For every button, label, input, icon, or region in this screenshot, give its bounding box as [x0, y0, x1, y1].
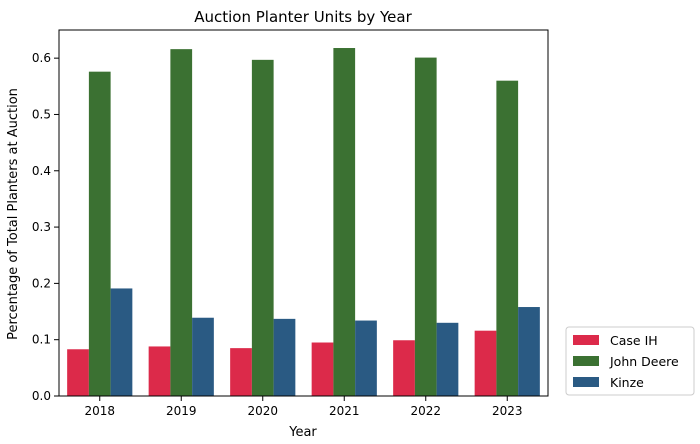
bar-kinze-2019 — [192, 317, 214, 396]
bar-john-deere-2021 — [333, 48, 356, 396]
y-tick-label: 0.3 — [32, 220, 51, 234]
legend-swatch-kinze — [573, 377, 599, 387]
y-tick-label: 0.6 — [32, 51, 51, 65]
bar-john-deere-2023 — [496, 80, 519, 396]
bar-case-ih-2019 — [148, 346, 171, 396]
bar-case-ih-2020 — [230, 348, 252, 396]
x-axis-label: Year — [288, 425, 317, 440]
bar-kinze-2018 — [110, 288, 133, 396]
y-axis-label: Percentage of Total Planters at Auction — [6, 88, 21, 340]
legend-label-kinze: Kinze — [610, 375, 644, 390]
y-axis: 0.0 0.1 0.2 0.3 0.4 0.5 0.6 — [32, 51, 59, 403]
x-tick-label: 2021 — [329, 404, 360, 418]
bar-john-deere-2020 — [251, 59, 274, 396]
bar-case-ih-2021 — [311, 342, 334, 396]
x-tick-label: 2019 — [166, 404, 197, 418]
y-tick-label: 0.1 — [32, 333, 51, 347]
bar-john-deere-2019 — [170, 49, 193, 396]
y-tick-label: 0.0 — [32, 389, 51, 403]
bar-kinze-2021 — [355, 320, 377, 396]
bar-case-ih-2023 — [474, 330, 497, 396]
chart-title: Auction Planter Units by Year — [194, 8, 412, 26]
x-axis: 2018 2019 2020 2021 2022 2023 — [84, 396, 523, 418]
legend: Case IH John Deere Kinze — [565, 326, 695, 396]
x-tick-label: 2020 — [247, 404, 278, 418]
legend-label-case-ih: Case IH — [610, 333, 658, 348]
x-tick-label: 2018 — [84, 404, 115, 418]
bar-case-ih-2018 — [67, 349, 89, 396]
legend-label-john-deere: John Deere — [609, 354, 679, 369]
bars-group — [67, 48, 540, 397]
bar-john-deere-2018 — [88, 71, 111, 396]
bar-kinze-2020 — [273, 318, 296, 396]
legend-swatch-case-ih — [573, 335, 599, 345]
y-tick-label: 0.5 — [32, 107, 51, 121]
x-tick-label: 2022 — [410, 404, 441, 418]
y-tick-label: 0.2 — [32, 276, 51, 290]
x-tick-label: 2023 — [492, 404, 523, 418]
bar-case-ih-2022 — [393, 340, 415, 396]
plot-frame — [58, 29, 549, 397]
bar-kinze-2022 — [436, 322, 459, 396]
bar-kinze-2023 — [518, 307, 540, 396]
bar-john-deere-2022 — [414, 57, 437, 397]
y-tick-label: 0.4 — [32, 164, 51, 178]
legend-swatch-john-deere — [573, 356, 599, 366]
